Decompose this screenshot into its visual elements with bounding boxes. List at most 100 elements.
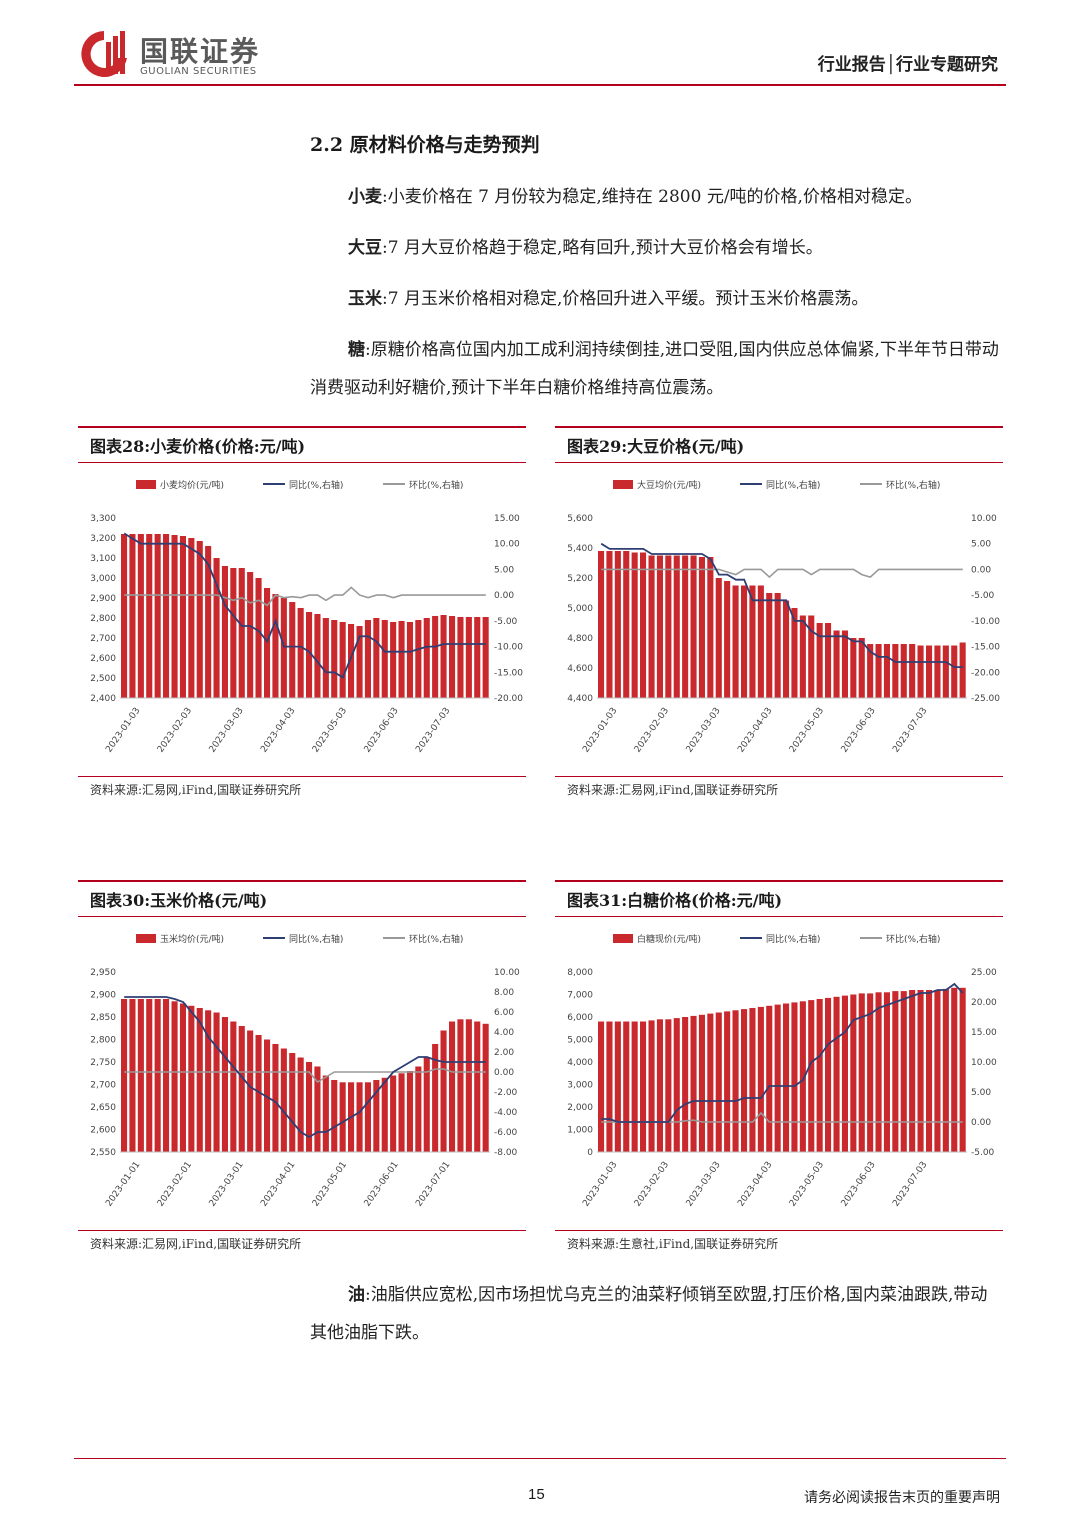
price-bar xyxy=(221,1017,228,1152)
price-bar xyxy=(482,617,489,698)
price-bar xyxy=(196,1008,203,1152)
y-left-tick-label: 5,600 xyxy=(567,514,593,524)
y-right-tick-label: -8.00 xyxy=(494,1148,518,1158)
price-bar xyxy=(875,644,882,698)
legend-label-yoy: 同比(%,右轴) xyxy=(289,479,343,491)
y-right-tick-label: 15.00 xyxy=(494,514,520,524)
price-bar xyxy=(154,534,161,698)
price-bar xyxy=(774,1004,781,1152)
price-bar xyxy=(415,620,422,698)
price-bar xyxy=(146,534,153,698)
x-tick-label: 2023-07-03 xyxy=(891,1160,929,1209)
price-bar xyxy=(474,617,481,698)
legend-swatch-price xyxy=(613,480,633,489)
x-tick-label: 2023-01-01 xyxy=(104,1160,142,1209)
y-left-tick-label: 6,000 xyxy=(567,1013,593,1023)
price-bar xyxy=(606,551,613,698)
price-bar xyxy=(423,618,430,698)
legend-swatch-price xyxy=(136,934,156,943)
y-left-tick-label: 7,000 xyxy=(567,991,593,1001)
price-bar xyxy=(808,615,815,698)
para-lead: 糖 xyxy=(348,340,365,360)
price-bar xyxy=(306,612,313,698)
price-bar xyxy=(741,585,748,698)
price-bar xyxy=(640,552,647,698)
price-bar xyxy=(356,1082,363,1153)
price-bar xyxy=(289,1053,296,1152)
price-bar xyxy=(816,623,823,698)
y-left-tick-label: 3,100 xyxy=(90,554,116,564)
price-bar xyxy=(774,593,781,698)
price-bar xyxy=(272,594,279,698)
y-right-tick-label: 10.00 xyxy=(971,514,997,524)
x-tick-label: 2023-03-03 xyxy=(685,1160,723,1209)
price-bar xyxy=(690,1015,697,1152)
price-bar xyxy=(665,555,672,698)
x-tick-label: 2023-03-03 xyxy=(685,706,723,755)
price-bar xyxy=(432,1044,439,1152)
price-bar xyxy=(398,1073,405,1153)
price-bar xyxy=(883,644,890,698)
y-right-tick-label: -10.00 xyxy=(971,617,1000,627)
price-bar xyxy=(213,558,220,698)
x-tick-label: 2023-07-03 xyxy=(414,706,452,755)
price-bar xyxy=(272,1044,279,1152)
y-right-tick-label: 0.00 xyxy=(494,591,514,601)
y-left-tick-label: 4,800 xyxy=(567,634,593,644)
price-bar xyxy=(942,988,949,1152)
price-bar xyxy=(614,1021,621,1152)
legend-label-mom: 环比(%,右轴) xyxy=(886,933,940,945)
y-right-tick-label: -5.00 xyxy=(971,1148,995,1158)
price-bar xyxy=(724,1011,731,1152)
price-bar xyxy=(749,585,756,698)
price-bar xyxy=(364,620,371,698)
price-bar xyxy=(926,645,933,698)
y-right-tick-label: 0.00 xyxy=(971,565,991,575)
price-bar xyxy=(432,616,439,698)
y-left-tick-label: 8,000 xyxy=(567,968,593,978)
price-bar xyxy=(348,624,355,698)
chart-title: 图表31:白糖价格(价格:元/吨) xyxy=(567,891,783,910)
yoy-line xyxy=(123,532,486,679)
price-bar xyxy=(129,999,136,1152)
y-right-tick-label: -15.00 xyxy=(971,643,1000,653)
price-bar xyxy=(121,534,128,698)
chart-legend: 玉米均价(元/吨) 同比(%,右轴) 环比(%,右轴) xyxy=(136,933,463,945)
chart-sugar: 白糖现价(元/吨) 同比(%,右轴) 环比(%,右轴) 8,000 7,000 6,000… xyxy=(567,933,997,1209)
company-logo: 国联证券 GUOLIAN SECURITIES xyxy=(78,24,278,82)
price-bar xyxy=(188,1005,195,1153)
price-bar xyxy=(951,987,958,1153)
price-bar xyxy=(381,620,388,698)
y-right-tick-label: 0.00 xyxy=(971,1118,991,1128)
price-bar xyxy=(449,1021,456,1152)
x-tick-label: 2023-04-03 xyxy=(736,1160,774,1209)
price-bar xyxy=(188,538,195,698)
price-bar xyxy=(238,568,245,698)
y-right-tick-label: -10.00 xyxy=(494,643,523,653)
price-bar xyxy=(339,622,346,698)
y-left-tick-label: 2,600 xyxy=(90,1126,116,1136)
y-left-tick-label: 2,800 xyxy=(90,1036,116,1046)
price-bar xyxy=(951,645,958,698)
price-bar xyxy=(841,995,848,1152)
price-bar xyxy=(373,618,380,698)
y-left-tick-label: 2,700 xyxy=(90,1081,116,1091)
price-bar xyxy=(892,644,899,698)
yoy-line xyxy=(124,996,486,1139)
price-bar xyxy=(715,578,722,698)
y-left-tick-label: 2,800 xyxy=(90,614,116,624)
price-bar xyxy=(465,617,472,698)
price-bar xyxy=(205,546,212,698)
y-right-tick-label: -5.00 xyxy=(971,591,995,601)
y-left-tick-label: 5,000 xyxy=(567,604,593,614)
price-bar xyxy=(698,1014,705,1153)
x-tick-label: 2023-06-03 xyxy=(840,706,878,755)
price-bar xyxy=(934,645,941,698)
chart-panel-corn: 图表30:玉米价格(元/吨) 玉米均价(元/吨) 同比(%,右轴) 环比(%,右轴)… xyxy=(78,880,526,1252)
y-left-tick-label: 4,600 xyxy=(567,664,593,674)
legend-label-mom: 环比(%,右轴) xyxy=(409,479,463,491)
x-tick-label: 2023-06-03 xyxy=(363,706,401,755)
price-bar xyxy=(648,555,655,698)
paragraph-wheat: 小麦:小麦价格在 7 月份较为稳定,维持在 2800 元/吨的价格,价格相对稳定… xyxy=(310,178,1004,216)
y-right-tick-label: 5.00 xyxy=(494,565,514,575)
